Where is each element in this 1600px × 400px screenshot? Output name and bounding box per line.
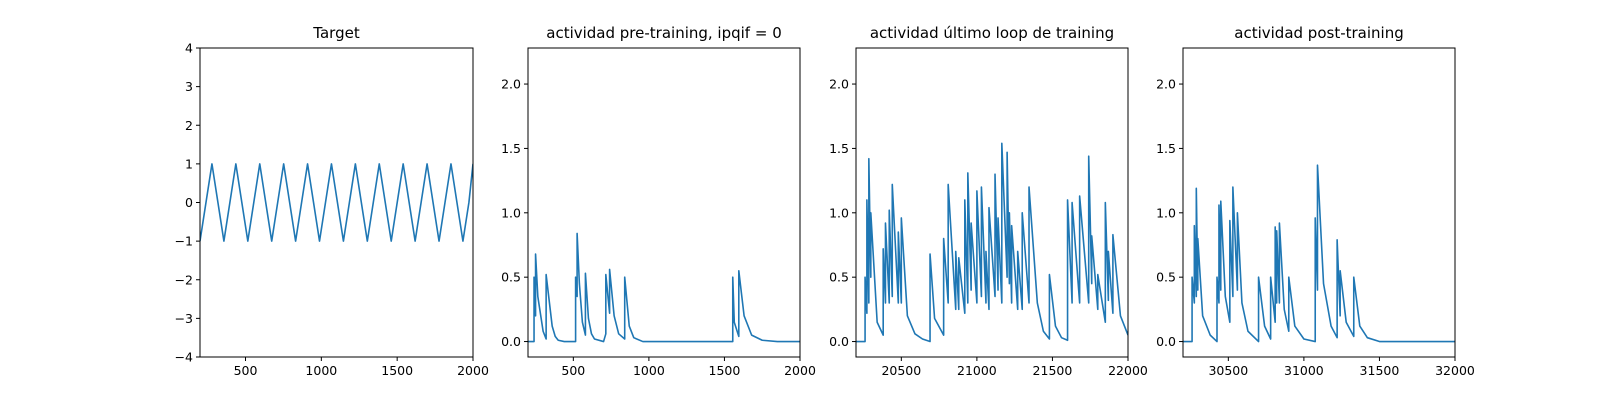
series-line <box>856 142 1128 343</box>
x-tick-label: 22000 <box>1108 363 1148 378</box>
y-tick-label: 0 <box>185 195 193 210</box>
x-tick-label: 1500 <box>709 363 741 378</box>
y-tick-label: 0.5 <box>1156 270 1176 285</box>
x-tick-label: 21500 <box>1033 363 1073 378</box>
x-tick-label: 21000 <box>957 363 997 378</box>
subplot-3: actividad último loop de training 20500 21… <box>829 24 1148 378</box>
axes-frame <box>199 47 474 358</box>
series-line <box>200 163 473 242</box>
subplot-title: actividad pre-training, ipqif = 0 <box>546 24 782 42</box>
y-tick-label: 1.0 <box>829 205 849 220</box>
x-tick-label: 1000 <box>305 363 337 378</box>
axes-frame <box>527 47 801 358</box>
y-tick-label: 1.5 <box>829 141 849 156</box>
y-tick-label: 1.5 <box>501 141 521 156</box>
subplot-1: Target 500 1000 1500 2000 −4 −3 −2 −1 0 1 2 3 4 <box>175 24 489 378</box>
y-tick-label: 1.5 <box>1156 141 1176 156</box>
x-tick-label: 20500 <box>881 363 921 378</box>
series-line <box>528 232 800 343</box>
subplot-4: actividad post-training 30500 31000 31500 32… <box>1156 24 1475 378</box>
y-tick-label: 1.0 <box>1156 205 1176 220</box>
y-tick-label: 3 <box>185 79 193 94</box>
y-tick-label: 0.5 <box>829 270 849 285</box>
y-tick-label: −4 <box>175 350 193 365</box>
x-tick-label: 32000 <box>1435 363 1475 378</box>
subplot-title: Target <box>312 24 360 42</box>
y-tick-label: 1 <box>185 156 193 171</box>
subplot-title: actividad post-training <box>1234 24 1403 42</box>
x-tick-label: 500 <box>561 363 585 378</box>
subplot-title: actividad último loop de training <box>870 24 1114 42</box>
y-tick-label: 0.0 <box>1156 334 1176 349</box>
axes-frame <box>855 47 1129 358</box>
y-tick-label: −1 <box>175 234 193 249</box>
y-tick-label: −3 <box>175 311 193 326</box>
x-tick-label: 31500 <box>1360 363 1400 378</box>
y-tick-label: 1.0 <box>501 205 521 220</box>
y-tick-label: −2 <box>175 272 193 287</box>
x-tick-label: 31000 <box>1284 363 1324 378</box>
y-tick-label: 0.0 <box>501 334 521 349</box>
y-tick-label: 2.0 <box>501 77 521 92</box>
axes-frame <box>1182 47 1456 358</box>
x-tick-label: 2000 <box>457 363 489 378</box>
x-tick-label: 2000 <box>784 363 816 378</box>
subplot-2: actividad pre-training, ipqif = 0 500 1000… <box>501 24 816 378</box>
x-tick-label: 500 <box>234 363 258 378</box>
y-tick-label: 2 <box>185 118 193 133</box>
x-tick-label: 1000 <box>633 363 665 378</box>
y-tick-label: 2.0 <box>1156 77 1176 92</box>
y-tick-label: 2.0 <box>829 77 849 92</box>
x-tick-label: 1500 <box>381 363 413 378</box>
y-tick-label: 4 <box>185 41 193 56</box>
y-tick-label: 0.0 <box>829 334 849 349</box>
y-tick-label: 0.5 <box>501 270 521 285</box>
x-tick-label: 30500 <box>1208 363 1248 378</box>
series-line <box>1183 164 1455 343</box>
